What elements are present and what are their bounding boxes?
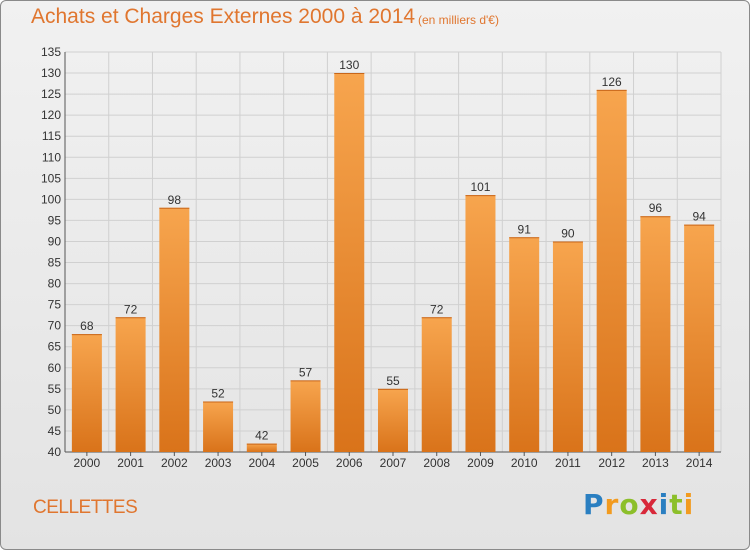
y-tick-label: 80 [48, 277, 62, 291]
logo-letter: t [669, 488, 684, 521]
chart-subtitle: (en milliers d'€) [418, 13, 499, 27]
logo-letter: o [619, 488, 640, 521]
x-tick-label: 2013 [642, 456, 669, 470]
x-tick-label: 2011 [555, 456, 581, 470]
bar [684, 224, 715, 452]
x-tick-label: 2009 [467, 456, 494, 470]
logo-letter: r [604, 488, 620, 521]
y-tick-label: 90 [48, 234, 62, 248]
logo-letter: P [583, 488, 605, 521]
bar-value-label: 42 [255, 429, 269, 443]
bar-value-label: 90 [561, 226, 575, 240]
y-tick-label: 65 [48, 340, 62, 354]
logo-letter: x [639, 488, 659, 521]
bar [421, 317, 452, 452]
bar [596, 89, 627, 452]
y-tick-label: 70 [48, 319, 62, 333]
bar-value-label: 101 [470, 180, 490, 194]
y-tick-label: 125 [41, 87, 61, 101]
x-tick-label: 2010 [511, 456, 538, 470]
bar [246, 443, 277, 452]
bar-value-label: 96 [649, 201, 663, 215]
x-tick-label: 2007 [380, 456, 407, 470]
x-tick-label: 2014 [686, 456, 713, 470]
x-tick-label: 2012 [598, 456, 625, 470]
bar-value-label: 57 [299, 365, 313, 379]
y-tick-label: 95 [48, 213, 62, 227]
x-tick-label: 2008 [423, 456, 450, 470]
bar-value-label: 55 [386, 374, 400, 388]
commune-name: CELLETTES [33, 497, 138, 518]
bar [334, 73, 365, 452]
x-tick-label: 2000 [74, 456, 101, 470]
bar [115, 317, 146, 452]
bar-value-label: 68 [80, 319, 94, 333]
y-tick-label: 135 [41, 45, 61, 59]
y-tick-label: 115 [42, 129, 61, 143]
bar-value-label: 72 [124, 302, 138, 316]
proxiti-logo[interactable]: Proxiti [583, 488, 694, 521]
y-tick-label: 45 [48, 424, 62, 438]
bar-value-label: 98 [168, 193, 182, 207]
x-tick-label: 2006 [336, 456, 363, 470]
y-tick-label: 130 [41, 66, 61, 80]
y-tick-label: 85 [48, 256, 62, 270]
bar [203, 401, 234, 452]
bar [509, 237, 540, 452]
y-tick-label: 120 [41, 108, 61, 122]
y-tick-label: 40 [48, 445, 62, 459]
y-tick-label: 105 [41, 171, 61, 185]
bar [159, 207, 190, 452]
bar [290, 380, 321, 452]
logo-letter: i [683, 488, 695, 521]
x-tick-label: 2001 [117, 456, 144, 470]
y-tick-label: 100 [41, 192, 61, 206]
logo-letter: i [658, 488, 670, 521]
bar [640, 216, 671, 452]
bar-value-label: 94 [692, 210, 706, 224]
chart-title: Achats et Charges Externes 2000 à 2014 [31, 5, 416, 28]
bar [378, 388, 408, 452]
bar-value-label: 126 [602, 75, 622, 89]
y-tick-label: 55 [48, 382, 62, 396]
bar-value-label: 91 [518, 222, 532, 236]
y-tick-label: 110 [42, 150, 61, 164]
x-tick-label: 2005 [292, 456, 319, 470]
y-tick-label: 75 [48, 298, 62, 312]
x-tick-label: 2003 [205, 456, 232, 470]
x-tick-label: 2004 [248, 456, 275, 470]
bar-value-label: 52 [211, 386, 225, 400]
x-tick-label: 2002 [161, 456, 188, 470]
bar [71, 334, 102, 452]
bar [465, 195, 496, 452]
bar [552, 241, 583, 452]
y-tick-label: 60 [48, 361, 62, 375]
bar-value-label: 72 [430, 302, 444, 316]
bar-value-label: 130 [339, 58, 359, 72]
y-tick-label: 50 [48, 403, 62, 417]
